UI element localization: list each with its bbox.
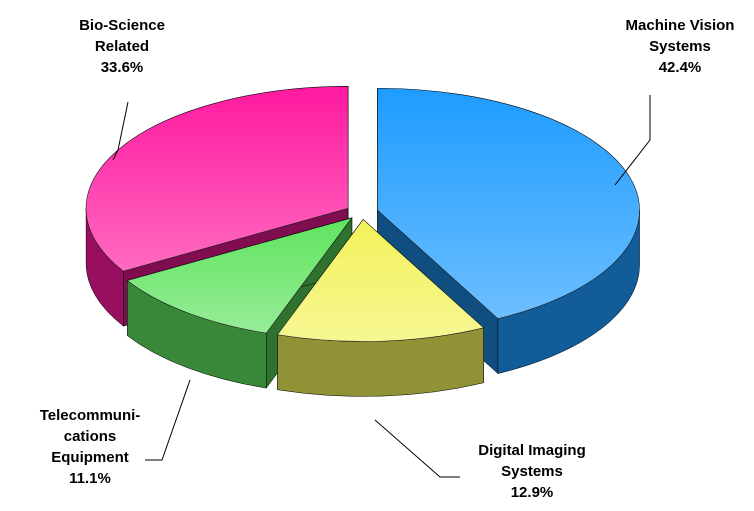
label-line: Systems: [501, 463, 563, 480]
slice-highlight: [277, 219, 484, 342]
label-line: Machine Vision: [626, 17, 735, 34]
value-label: 42.4%: [659, 59, 702, 76]
leader-line: [614, 95, 651, 186]
slice-highlight: [86, 86, 349, 272]
label-line: Equipment: [51, 449, 129, 466]
labels: Machine Vision Systems 42.4% Digital Imagin…: [40, 17, 735, 501]
label-line: cations: [64, 428, 117, 445]
leader-line: [374, 419, 460, 478]
label-line: Systems: [649, 38, 711, 55]
leader-line: [145, 379, 191, 461]
label-line: Bio-Science: [79, 17, 165, 34]
data-label: Digital Imaging Systems 12.9%: [478, 442, 586, 501]
value-label: 12.9%: [511, 484, 554, 501]
value-label: 33.6%: [101, 59, 144, 76]
pie: [85, 86, 640, 397]
data-label: Bio-Science Related 33.6%: [79, 17, 165, 76]
label-line: Digital Imaging: [478, 442, 586, 459]
label-line: Related: [95, 38, 149, 55]
slice-wall-shade: [127, 280, 267, 389]
slice-highlight: [377, 88, 640, 319]
data-label: Telecommuni-cations Equipment 11.1%: [40, 407, 141, 487]
leader-line: [112, 101, 129, 161]
value-label: 11.1%: [69, 470, 111, 487]
slice-wall-shade: [277, 327, 484, 397]
slice-wall-shade: [497, 210, 640, 374]
label-line: Telecommuni-: [40, 407, 141, 424]
slice-highlight: [127, 217, 352, 334]
slice-wall-shade: [86, 208, 124, 327]
data-label: Machine Vision Systems 42.4%: [626, 17, 735, 76]
